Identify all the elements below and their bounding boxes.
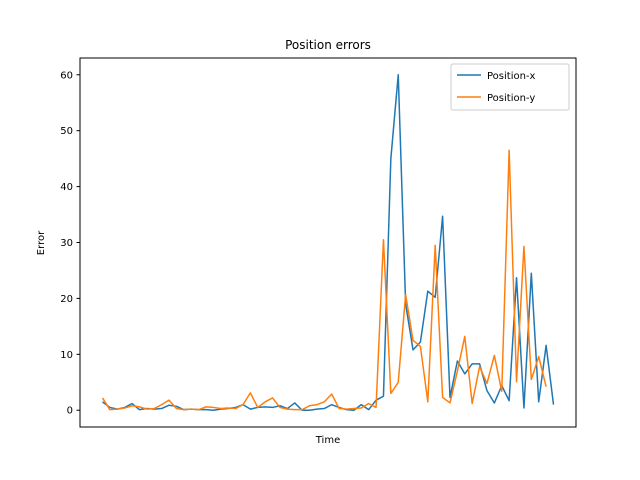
x-axis-label: Time [315,435,340,446]
y-tick-label: 20 [60,294,73,305]
legend-label-position-x: Position-x [487,71,536,82]
y-tick-label: 0 [67,406,73,417]
legend-label-position-y: Position-y [487,93,535,104]
legend: Position-x Position-y [450,63,570,111]
chart-title: Position errors [285,38,371,52]
series-line-position-x [102,74,555,411]
y-tick-label: 50 [60,126,73,137]
y-tick-label: 30 [60,238,73,249]
plot-area [101,74,555,411]
y-axis: 0 10 20 30 40 50 60 [60,70,80,417]
y-axis-label: Error [36,230,47,255]
y-tick-label: 10 [60,350,73,361]
y-tick-label: 40 [60,182,73,193]
y-tick-label: 60 [60,70,73,81]
series-line-position-y [101,149,547,411]
